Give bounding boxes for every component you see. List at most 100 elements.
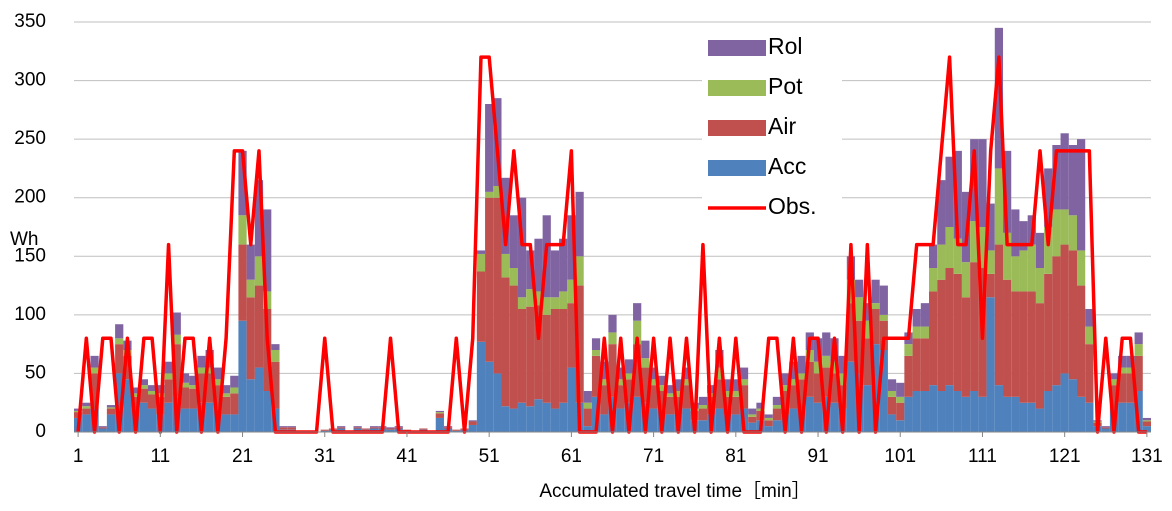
bar-segment bbox=[1109, 373, 1119, 380]
bar-segment bbox=[1101, 428, 1110, 432]
bar-segment bbox=[781, 373, 790, 386]
bar-segment bbox=[731, 396, 740, 415]
bar-segment bbox=[665, 385, 675, 394]
bar-segment bbox=[978, 396, 987, 432]
bar-segment bbox=[1019, 221, 1028, 251]
bar-segment bbox=[945, 227, 954, 268]
bar-segment bbox=[781, 391, 790, 415]
bar-segment bbox=[715, 350, 724, 368]
bar-segment bbox=[1077, 250, 1086, 286]
bar-segment bbox=[493, 197, 502, 374]
bar-segment bbox=[369, 426, 379, 428]
bar-segment bbox=[106, 407, 116, 409]
bar-segment bbox=[1027, 402, 1036, 432]
bar-segment bbox=[953, 150, 962, 239]
bar-segment bbox=[147, 408, 157, 432]
bar-segment bbox=[1035, 268, 1045, 304]
bar-segment bbox=[986, 273, 995, 298]
bar-segment bbox=[698, 396, 708, 406]
bar-segment bbox=[180, 382, 190, 388]
bar-segment bbox=[739, 367, 749, 380]
bar-segment bbox=[1035, 408, 1045, 432]
bar-segment bbox=[213, 367, 222, 380]
bar-segment bbox=[1003, 279, 1012, 397]
bar-segment bbox=[123, 379, 132, 432]
bar-segment bbox=[583, 402, 592, 409]
bar-segment bbox=[920, 338, 930, 391]
bar-segment bbox=[485, 361, 494, 432]
bar-segment bbox=[287, 427, 296, 430]
bar-segment bbox=[855, 297, 864, 321]
bar-segment bbox=[509, 408, 518, 432]
bar-segment bbox=[772, 408, 782, 421]
bar-segment bbox=[123, 355, 132, 380]
bar-segment bbox=[534, 291, 543, 306]
bar-segment bbox=[509, 285, 518, 409]
bar-segment bbox=[221, 414, 231, 432]
bar-segment bbox=[320, 430, 329, 432]
bar-segment bbox=[106, 405, 116, 408]
bar-segment bbox=[369, 428, 379, 432]
bar-segment bbox=[591, 338, 601, 350]
bar-segment bbox=[953, 391, 962, 432]
bar-segment bbox=[994, 244, 1004, 386]
bar-segment bbox=[649, 385, 658, 409]
bar-segment bbox=[665, 414, 675, 432]
bar-segment bbox=[633, 320, 642, 345]
bar-segment bbox=[838, 355, 847, 374]
bar-segment bbox=[493, 373, 502, 432]
bar-segment bbox=[633, 303, 642, 321]
y-axis-label: Wh bbox=[10, 229, 39, 250]
bar-segment bbox=[1060, 244, 1069, 374]
bar-segment bbox=[1052, 385, 1061, 432]
bar-segment bbox=[550, 297, 560, 309]
bar-segment bbox=[723, 396, 732, 415]
bar-segment bbox=[641, 340, 650, 359]
bar-segment bbox=[616, 385, 625, 409]
bar-segment bbox=[139, 402, 148, 432]
bar-segment bbox=[764, 414, 773, 418]
bar-segment bbox=[583, 408, 592, 427]
bar-segment bbox=[1044, 227, 1053, 274]
bar-segment bbox=[896, 402, 905, 421]
bar-segment bbox=[789, 385, 798, 409]
bar-segment bbox=[608, 332, 617, 345]
bar-segment bbox=[863, 385, 872, 432]
bar-segment bbox=[986, 203, 995, 251]
bar-segment bbox=[994, 27, 1004, 169]
bar-segment bbox=[526, 306, 535, 407]
bar-segment bbox=[139, 385, 148, 389]
bar-segment bbox=[830, 361, 839, 374]
bar-segment bbox=[550, 408, 560, 432]
bar-segment bbox=[90, 367, 99, 374]
bar-segment bbox=[616, 367, 625, 380]
bar-segment bbox=[723, 391, 732, 397]
bar-segment bbox=[452, 430, 461, 432]
bar-segment bbox=[1077, 139, 1086, 251]
bar-segment bbox=[1126, 355, 1135, 368]
y-tick-label: 250 bbox=[14, 128, 46, 149]
bar-segment bbox=[879, 320, 888, 350]
bar-segment bbox=[90, 355, 99, 368]
bar-segment bbox=[748, 416, 757, 423]
bar-segment bbox=[98, 427, 107, 429]
bar-segment bbox=[1126, 402, 1135, 432]
bar-segment bbox=[781, 385, 790, 391]
bar-segment bbox=[772, 396, 782, 406]
bar-segment bbox=[1101, 426, 1110, 428]
bar-segment bbox=[567, 303, 576, 368]
bar-segment bbox=[912, 391, 921, 432]
bar-segment bbox=[575, 285, 584, 403]
bar-segment bbox=[559, 238, 568, 292]
bar-segment bbox=[164, 402, 173, 432]
bar-segment bbox=[337, 427, 346, 429]
x-tick-label: 31 bbox=[314, 446, 335, 467]
bar-segment bbox=[485, 104, 494, 192]
bar-segment bbox=[468, 420, 477, 422]
bar-segment bbox=[961, 297, 971, 397]
bar-segment bbox=[1134, 344, 1143, 356]
bar-segment bbox=[1085, 402, 1094, 432]
bar-segment bbox=[772, 405, 782, 409]
bar-segment bbox=[855, 279, 864, 298]
bar-segment bbox=[583, 426, 592, 432]
